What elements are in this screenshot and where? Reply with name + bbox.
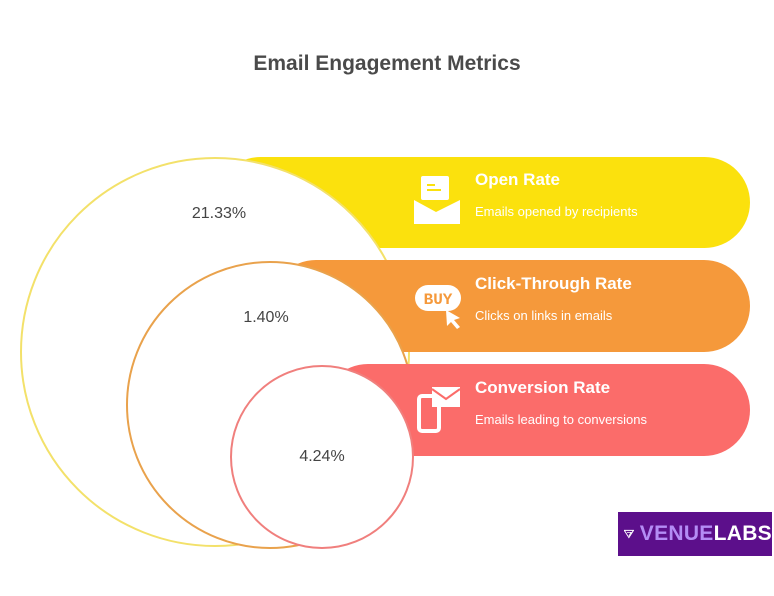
metric-description: Emails opened by recipients [475, 204, 638, 219]
venuelabs-logo: VENUELABS [618, 512, 772, 556]
metric-conversion-rate: Conversion Rate Emails leading to conver… [475, 378, 647, 427]
envelope-letter-icon [414, 176, 460, 224]
metric-description: Clicks on links in emails [475, 308, 613, 323]
metric-description: Emails leading to conversions [475, 412, 647, 427]
metric-name: Open Rate [475, 170, 561, 189]
metric-name: Click-Through Rate [475, 274, 632, 293]
metric-click-through-rate: Click-Through Rate Clicks on links in em… [475, 274, 632, 323]
chart-title: Email Engagement Metrics [253, 52, 521, 75]
value-conversion-rate: 4.24% [299, 448, 345, 465]
value-click-through-rate: 1.40% [243, 309, 289, 326]
buy-click-icon: BUY [415, 285, 461, 329]
logo-v-icon [624, 529, 634, 539]
logo-text-venue: VENUE [639, 522, 714, 545]
circle-conversion-rate [230, 365, 414, 549]
value-open-rate: 21.33% [191, 205, 247, 222]
phone-mail-icon [417, 387, 461, 433]
metric-open-rate: Open Rate Emails opened by recipients [475, 170, 638, 219]
logo-text-labs: LABS [713, 522, 772, 545]
svg-text:BUY: BUY [424, 291, 453, 309]
metric-name: Conversion Rate [475, 378, 611, 397]
